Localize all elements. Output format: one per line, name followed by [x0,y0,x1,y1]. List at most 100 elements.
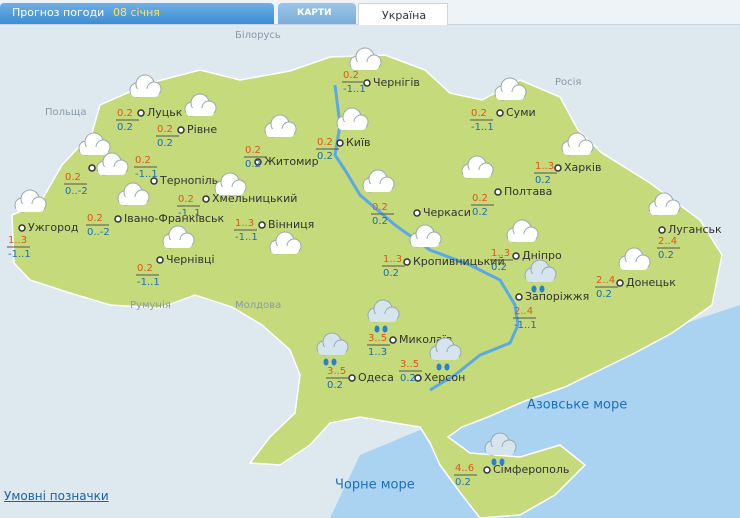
city-name: Запоріжжя [525,290,589,303]
sea-label: Чорне море [335,478,415,493]
rain-drop [491,458,497,466]
day-temp: 0.2 [372,202,388,213]
day-temp: 0.2 [157,124,173,135]
city-dot [658,226,666,234]
rain-drop [531,285,537,293]
night-temp: 0.2 [383,268,399,279]
day-temp: 2..4 [596,275,615,286]
rain-drop [323,358,329,366]
city-dot [414,374,422,382]
cloud-part [16,204,44,212]
cloud-part [463,170,491,178]
day-temp: 1..3 [535,161,554,172]
map: Білорусь Росія Польща Румунія Молдова Аз… [0,25,740,518]
cloud-icon [461,155,494,179]
cloud-icon [362,169,395,193]
cloud-icon [184,93,217,117]
rain-drop [374,325,380,333]
header-tab-main[interactable] [0,3,274,24]
cloud-part [411,239,439,247]
day-temp: 0.2 [137,263,153,274]
cloud-part [131,89,159,97]
city-dot [88,164,96,172]
night-temp: 0.2 [472,207,488,218]
region-label[interactable]: Україна [382,9,427,22]
city-dot [363,79,371,87]
legend-link[interactable]: Умовні позначки [4,489,109,503]
night-temp: 0.2 [157,138,173,149]
city-dot [496,109,504,117]
day-temp: 3..5 [400,359,419,370]
city-name: Луцьк [147,106,183,119]
city-name: Кропивницький [413,255,505,268]
night-temp: -1..1 [137,277,160,288]
city-name: Черкаси [423,206,471,219]
city-dot [494,188,502,196]
city-dot [177,126,185,134]
cloud-part [98,167,126,175]
date-select[interactable]: 08 січня [113,6,160,19]
city-dot [137,109,145,117]
cloud-part [364,184,392,192]
cities: Чернігів 0.2 -1..1 Луцьк 0.2 0.2 Рівне 0.2 0.2 Су… [7,47,722,488]
day-temp: 3..5 [327,366,346,377]
night-temp: -1..1 [235,232,258,243]
city-dot [156,256,164,264]
night-temp: -1..1 [8,249,31,260]
cloud-icon [162,225,195,249]
day-temp: 1..3 [491,248,510,259]
rain-icon [484,432,517,466]
rain-drop [539,285,545,293]
city-name: Чернівці [166,253,215,266]
night-temp: -1..1 [178,208,201,219]
city-dot [258,221,266,229]
cloud-part [650,207,678,215]
cloud-part [563,147,591,155]
day-temp: 0.2 [87,213,103,224]
day-temp: 3..5 [368,333,387,344]
city-name: Полтава [504,185,552,198]
city-name: Харків [564,161,601,174]
city-dot [413,209,421,217]
city-dot [483,466,491,474]
day-temp: 0.2 [245,145,261,156]
sea [330,305,740,518]
cloud-icon [214,172,247,196]
city-name: Одеса [358,371,394,384]
cloud-icon [648,192,681,216]
cloud-part [526,274,554,282]
cloud-icon [336,107,369,131]
country-label: Польща [45,107,86,118]
city-name: Рівне [187,123,217,136]
river [333,84,520,392]
night-temp: 0.2 [491,262,507,273]
city-dot [254,158,262,166]
day-temp: 0.2 [471,108,487,119]
cloud-icon [561,132,594,156]
day-temp: 0.2 [65,172,81,183]
day-temp: 0.2 [117,108,133,119]
maps-tab-label[interactable]: КАРТИ [297,8,332,18]
night-temp: -1..1 [514,320,537,331]
cloud-part [80,147,108,155]
day-temp: 1..3 [235,218,254,229]
cloud-part [486,447,514,455]
city-name: Київ [346,136,371,149]
rain-drop [444,363,450,371]
day-temp: 0.2 [472,193,488,204]
rain-icon [316,332,349,366]
cloud-icon [117,182,150,206]
city-name: Сімферополь [493,463,569,476]
city-name: Дніпро [522,249,562,262]
cloud-icon [349,47,382,71]
night-temp: 0.2 [245,159,261,170]
city-dot [336,139,344,147]
rain-icon [429,337,462,371]
cloud-icon [78,132,111,156]
region-tab[interactable] [358,3,448,25]
cloud-part [508,234,536,242]
maps-tab[interactable] [278,3,356,24]
city-name: Донецьк [626,276,676,289]
night-temp: 0.2 [327,380,343,391]
day-temp: 0.2 [135,155,151,166]
